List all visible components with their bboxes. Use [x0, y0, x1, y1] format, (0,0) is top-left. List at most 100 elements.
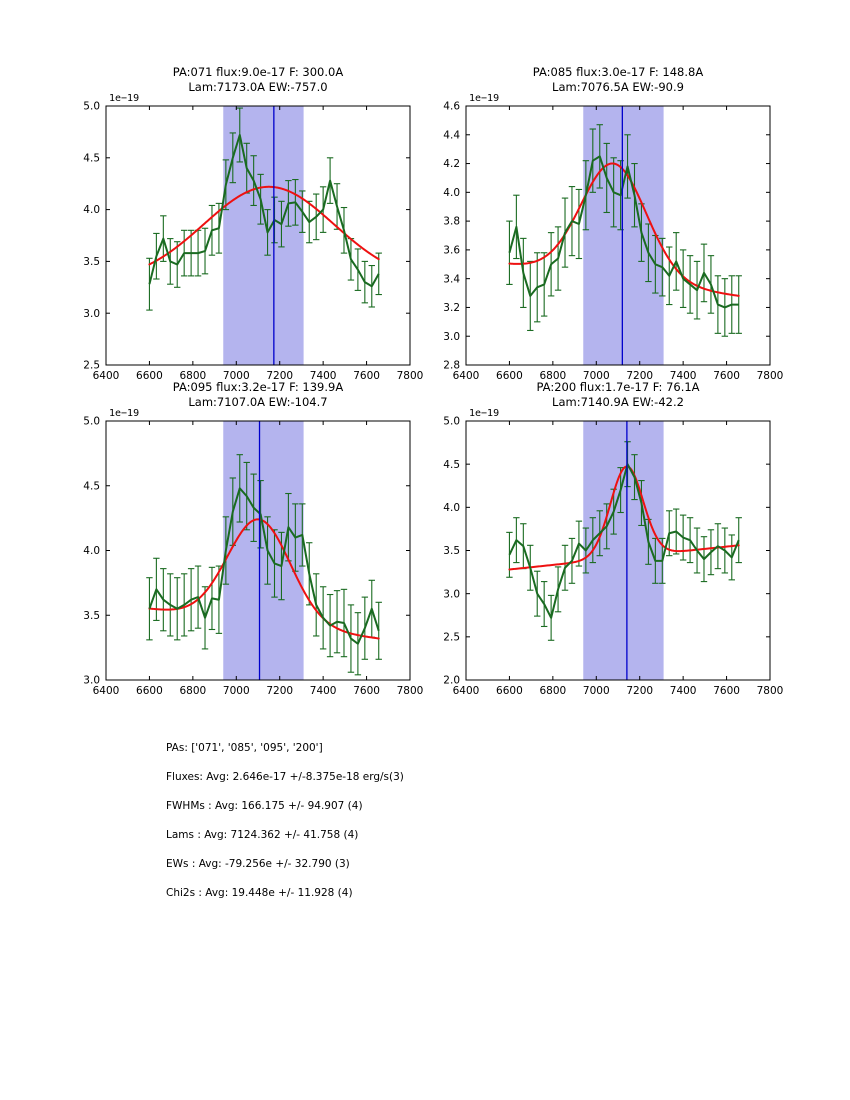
y-tick-label: 4.0 — [83, 545, 100, 557]
y-tick-label: 4.0 — [443, 187, 460, 199]
axes-frame — [105, 105, 411, 366]
y-tick-label: 3.5 — [83, 256, 100, 268]
panel-title: PA:200 flux:1.7e-17 F: 76.1A — [536, 380, 699, 394]
x-tick-label: 6800 — [539, 685, 566, 697]
x-tick-label: 7600 — [353, 370, 380, 382]
x-tick-label: 7000 — [583, 685, 610, 697]
x-tick-label: 7000 — [583, 370, 610, 382]
wavelength-band-highlight — [583, 106, 664, 365]
wavelength-band-highlight — [223, 106, 304, 365]
y-tick-label: 4.5 — [443, 459, 460, 471]
x-tick-label: 7400 — [670, 370, 697, 382]
panel-grid: PA:071 flux:9.0e-17 F: 300.0ALam:7173.0A… — [83, 65, 783, 697]
x-tick-label: 7800 — [397, 370, 424, 382]
x-tick-label: 6600 — [136, 685, 163, 697]
summary-line: Chi2s : Avg: 19.448e +/- 11.928 (4) — [166, 887, 353, 899]
x-tick-label: 7200 — [626, 370, 653, 382]
y-tick-label: 3.8 — [443, 216, 460, 228]
y-tick-label: 4.5 — [83, 152, 100, 164]
x-tick-label: 7800 — [757, 370, 784, 382]
x-tick-label: 6800 — [179, 370, 206, 382]
x-tick-label: 7400 — [670, 685, 697, 697]
chart-panel-095: PA:095 flux:3.2e-17 F: 139.9ALam:7107.0A… — [83, 380, 423, 697]
x-tick-label: 6400 — [453, 370, 480, 382]
gaussian-fit-curve — [148, 185, 380, 266]
y-axis-offset-label: 1e−19 — [109, 93, 139, 104]
y-tick-label: 4.0 — [83, 204, 100, 216]
x-tick-label: 7200 — [266, 685, 293, 697]
observed-spectrum-line — [148, 134, 380, 288]
panel-subtitle: Lam:7076.5A EW:-90.9 — [552, 80, 684, 94]
x-tick-label: 7400 — [310, 685, 337, 697]
wavelength-band-highlight — [223, 421, 304, 680]
y-tick-label: 2.5 — [443, 631, 460, 643]
summary-line: FWHMs : Avg: 166.175 +/- 94.907 (4) — [166, 800, 363, 812]
y-tick-label: 4.4 — [443, 129, 460, 141]
x-tick-label: 6400 — [453, 685, 480, 697]
panel-subtitle: Lam:7140.9A EW:-42.2 — [552, 395, 684, 409]
observed-spectrum-line — [508, 463, 740, 619]
y-tick-label: 3.0 — [83, 675, 100, 687]
x-tick-label: 7600 — [713, 370, 740, 382]
x-tick-label: 7000 — [223, 685, 250, 697]
gaussian-fit-curve — [508, 465, 740, 571]
panel-title: PA:085 flux:3.0e-17 F: 148.8A — [533, 65, 704, 79]
y-tick-label: 5.0 — [83, 416, 100, 428]
x-tick-label: 6800 — [539, 370, 566, 382]
y-tick-label: 3.4 — [443, 273, 460, 285]
y-tick-label: 3.5 — [443, 545, 460, 557]
summary-block: PAs: ['071', '085', '095', '200'] Fluxes:… — [166, 742, 404, 899]
gaussian-fit-curve — [508, 162, 740, 297]
x-tick-label: 7800 — [757, 685, 784, 697]
y-tick-label: 3.5 — [83, 610, 100, 622]
x-tick-label: 7400 — [310, 370, 337, 382]
x-tick-label: 6800 — [179, 685, 206, 697]
y-tick-label: 3.2 — [443, 302, 460, 314]
panel-subtitle: Lam:7107.0A EW:-104.7 — [188, 395, 327, 409]
x-tick-label: 7000 — [223, 370, 250, 382]
x-tick-label: 6600 — [136, 370, 163, 382]
x-tick-label: 7200 — [626, 685, 653, 697]
x-tick-label: 6600 — [496, 685, 523, 697]
y-tick-label: 4.5 — [83, 480, 100, 492]
panel-title: PA:071 flux:9.0e-17 F: 300.0A — [173, 65, 344, 79]
y-tick-label: 4.0 — [443, 502, 460, 514]
chart-panel-071: PA:071 flux:9.0e-17 F: 300.0ALam:7173.0A… — [83, 65, 423, 382]
x-tick-label: 7600 — [353, 685, 380, 697]
y-axis-offset-label: 1e−19 — [469, 408, 499, 419]
wavelength-band-highlight — [583, 421, 664, 680]
panel-subtitle: Lam:7173.0A EW:-757.0 — [188, 80, 327, 94]
summary-line: PAs: ['071', '085', '095', '200'] — [166, 742, 323, 754]
x-tick-label: 7800 — [397, 685, 424, 697]
y-tick-label: 4.6 — [443, 101, 460, 113]
y-tick-label: 3.0 — [83, 308, 100, 320]
x-tick-label: 6400 — [93, 685, 120, 697]
observed-spectrum-line — [148, 487, 380, 645]
y-tick-label: 3.0 — [443, 331, 460, 343]
y-tick-label: 3.6 — [443, 244, 460, 256]
y-tick-label: 2.8 — [443, 360, 460, 372]
y-tick-label: 3.0 — [443, 588, 460, 600]
x-tick-label: 7200 — [266, 370, 293, 382]
observed-spectrum-line — [508, 155, 739, 309]
y-tick-label: 2.5 — [83, 360, 100, 372]
x-tick-label: 7600 — [713, 685, 740, 697]
y-tick-label: 4.2 — [443, 158, 460, 170]
summary-line: Fluxes: Avg: 2.646e-17 +/-8.375e-18 erg/… — [166, 771, 404, 783]
y-axis-offset-label: 1e−19 — [469, 93, 499, 104]
axes-frame — [465, 105, 771, 366]
y-axis-offset-label: 1e−19 — [109, 408, 139, 419]
chart-panel-085: PA:085 flux:3.0e-17 F: 148.8ALam:7076.5A… — [443, 65, 783, 382]
y-tick-label: 2.0 — [443, 675, 460, 687]
chart-panel-200: PA:200 flux:1.7e-17 F: 76.1ALam:7140.9A … — [443, 380, 783, 697]
x-tick-label: 6600 — [496, 370, 523, 382]
y-tick-label: 5.0 — [83, 101, 100, 113]
gaussian-fit-curve — [148, 518, 380, 640]
summary-line: Lams : Avg: 7124.362 +/- 41.758 (4) — [166, 829, 358, 841]
summary-line: EWs : Avg: -79.256e +/- 32.790 (3) — [166, 858, 350, 870]
panel-title: PA:095 flux:3.2e-17 F: 139.9A — [173, 380, 344, 394]
y-tick-label: 5.0 — [443, 416, 460, 428]
x-tick-label: 6400 — [93, 370, 120, 382]
